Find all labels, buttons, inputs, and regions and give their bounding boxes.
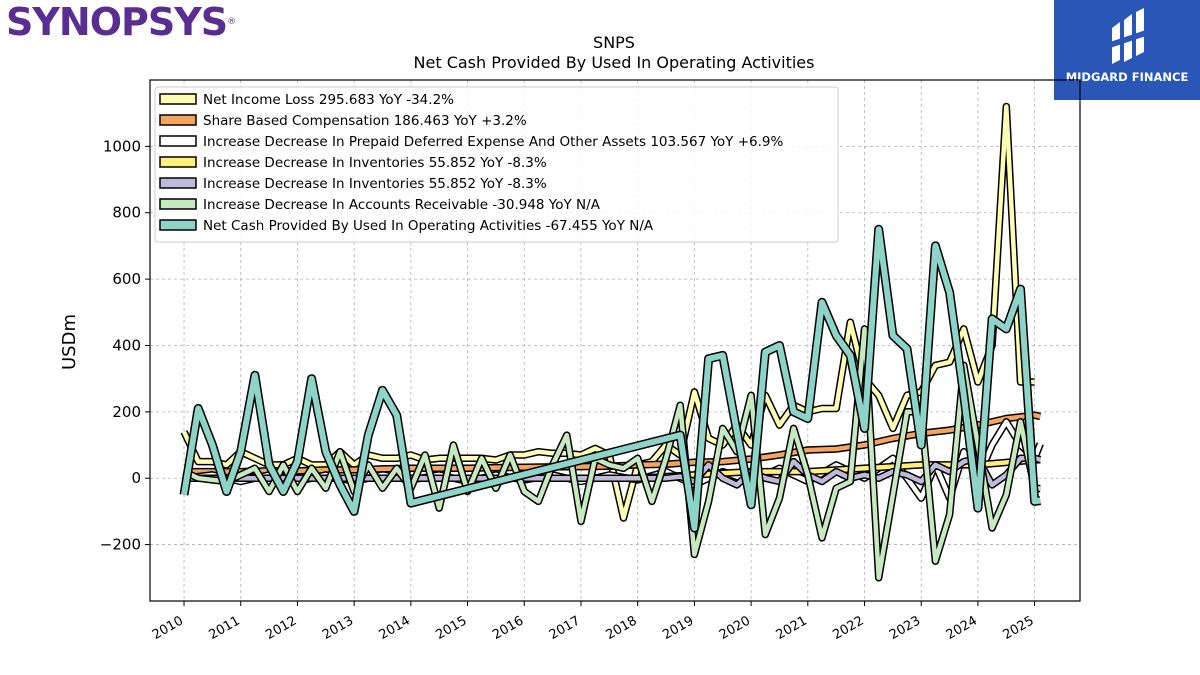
legend-label: Increase Decrease In Accounts Receivable… (203, 197, 601, 213)
x-tick-label: 2020 (717, 613, 753, 643)
y-tick-label: 0 (131, 469, 141, 487)
legend-label: Increase Decrease In Inventories 55.852 … (203, 155, 547, 171)
legend-swatch (159, 93, 197, 105)
x-tick-label: 2012 (263, 613, 299, 643)
midgard-brand-text: MIDGARD FINANCE (1065, 70, 1189, 84)
x-tick-label: 2010 (150, 613, 186, 643)
y-tick-label: 600 (112, 270, 141, 288)
legend-swatch (159, 177, 197, 189)
x-tick-label: 2022 (830, 613, 866, 643)
x-tick-label: 2024 (944, 613, 980, 643)
legend-swatch (159, 135, 197, 147)
y-tick-label: 800 (112, 204, 141, 222)
legend-label: Increase Decrease In Inventories 55.852 … (203, 176, 547, 192)
legend-swatch (159, 114, 197, 126)
y-tick-label: −200 (100, 536, 141, 554)
x-tick-label: 2015 (433, 613, 469, 643)
chart-subtitle: Net Cash Provided By Used In Operating A… (414, 53, 815, 72)
chart-title: SNPS (593, 33, 635, 52)
x-tick-label: 2023 (887, 613, 923, 643)
series-layer (179, 102, 1044, 582)
series-line-6 (181, 226, 1041, 531)
y-tick-label: 1000 (103, 137, 141, 155)
x-tick-label: 2017 (547, 613, 583, 643)
y-axis-label: USDm (59, 314, 80, 370)
legend-swatch (159, 219, 197, 231)
registered-mark: ® (227, 17, 236, 27)
synopsys-logo-text: SYNOPSYS (6, 0, 228, 44)
legend-label: Share Based Compensation 186.463 YoY +3.… (203, 113, 527, 129)
legend-label: Net Income Loss 295.683 YoY -34.2% (203, 92, 454, 108)
x-tick-label: 2013 (320, 613, 356, 643)
y-tick-label: 400 (112, 336, 141, 354)
legend-label: Net Cash Provided By Used In Operating A… (203, 218, 654, 234)
legend-swatch (159, 156, 197, 168)
x-tick-label: 2025 (1000, 613, 1036, 643)
legend-label: Increase Decrease In Prepaid Deferred Ex… (203, 134, 783, 150)
x-tick-label: 2019 (660, 613, 696, 643)
x-tick-label: 2011 (207, 613, 243, 643)
legend: Net Income Loss 295.683 YoY -34.2% Share … (154, 86, 839, 243)
series-line-5 (183, 326, 1041, 581)
x-tick-label: 2014 (377, 613, 413, 643)
midgard-mark-icon (1110, 8, 1146, 64)
legend-box (154, 86, 839, 243)
synopsys-logo: SYNOPSYS® (6, 0, 236, 44)
x-tick-label: 2021 (774, 613, 810, 643)
legend-swatch (159, 198, 197, 210)
midgard-finance-logo: MIDGARD FINANCE (1054, 0, 1200, 100)
x-tick-label: 2018 (604, 613, 640, 643)
plot-frame (149, 79, 1081, 602)
x-tick-label: 2016 (490, 613, 526, 643)
y-tick-label: 200 (112, 403, 141, 421)
